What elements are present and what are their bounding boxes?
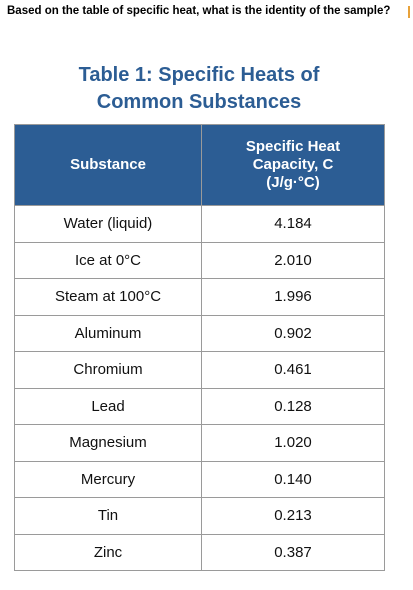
value-cell: 0.461 <box>201 351 385 389</box>
table-header-row: Substance Specific Heat Capacity, C (J/g… <box>14 124 385 206</box>
value-cell: 4.184 <box>201 205 385 243</box>
table-row: Ice at 0°C 2.010 <box>14 241 385 279</box>
table-row: Tin 0.213 <box>14 497 385 535</box>
header-substance: Substance <box>14 124 202 206</box>
substance-cell: Chromium <box>14 351 202 389</box>
value-cell: 0.213 <box>201 497 385 535</box>
table-row: Mercury 0.140 <box>14 460 385 498</box>
data-table: Substance Specific Heat Capacity, C (J/g… <box>14 124 385 571</box>
value-cell: 2.010 <box>201 241 385 279</box>
value-cell: 0.387 <box>201 533 385 571</box>
header-capacity-line-3: (J/g·°C) <box>266 174 320 191</box>
table-row: Water (liquid) 4.184 <box>14 205 385 243</box>
table-row: Chromium 0.461 <box>14 351 385 389</box>
question-text: Based on the table of specific heat, wha… <box>7 5 391 17</box>
value-cell: 1.020 <box>201 424 385 462</box>
substance-cell: Zinc <box>14 533 202 571</box>
header-capacity-line-2: Capacity, C <box>252 156 334 173</box>
value-cell: 1.996 <box>201 278 385 316</box>
substance-cell: Magnesium <box>14 424 202 462</box>
value-cell: 0.902 <box>201 314 385 352</box>
table-title: Table 1: Specific Heats of Common Substa… <box>14 62 384 116</box>
clipped-edge-marker <box>408 6 413 18</box>
header-capacity-line-1: Specific Heat <box>245 138 341 155</box>
specific-heat-table: Substance Specific Heat Capacity, C (J/g… <box>14 124 385 571</box>
table-row: Zinc 0.387 <box>14 533 385 571</box>
table-row: Lead 0.128 <box>14 387 385 425</box>
table-row: Aluminum 0.902 <box>14 314 385 352</box>
substance-cell: Ice at 0°C <box>14 241 202 279</box>
substance-cell: Aluminum <box>14 314 202 352</box>
table-title-line-1: Table 1: Specific Heats of <box>78 64 320 86</box>
value-cell: 0.128 <box>201 387 385 425</box>
substance-cell: Steam at 100°C <box>14 278 202 316</box>
table-row: Steam at 100°C 1.996 <box>14 278 385 316</box>
substance-cell: Lead <box>14 387 202 425</box>
table-row: Magnesium 1.020 <box>14 424 385 462</box>
table-title-line-2: Common Substances <box>96 91 302 113</box>
substance-cell: Water (liquid) <box>14 205 202 243</box>
header-specific-heat: Specific Heat Capacity, C (J/g·°C) <box>201 124 385 206</box>
substance-cell: Tin <box>14 497 202 535</box>
value-cell: 0.140 <box>201 460 385 498</box>
substance-cell: Mercury <box>14 460 202 498</box>
